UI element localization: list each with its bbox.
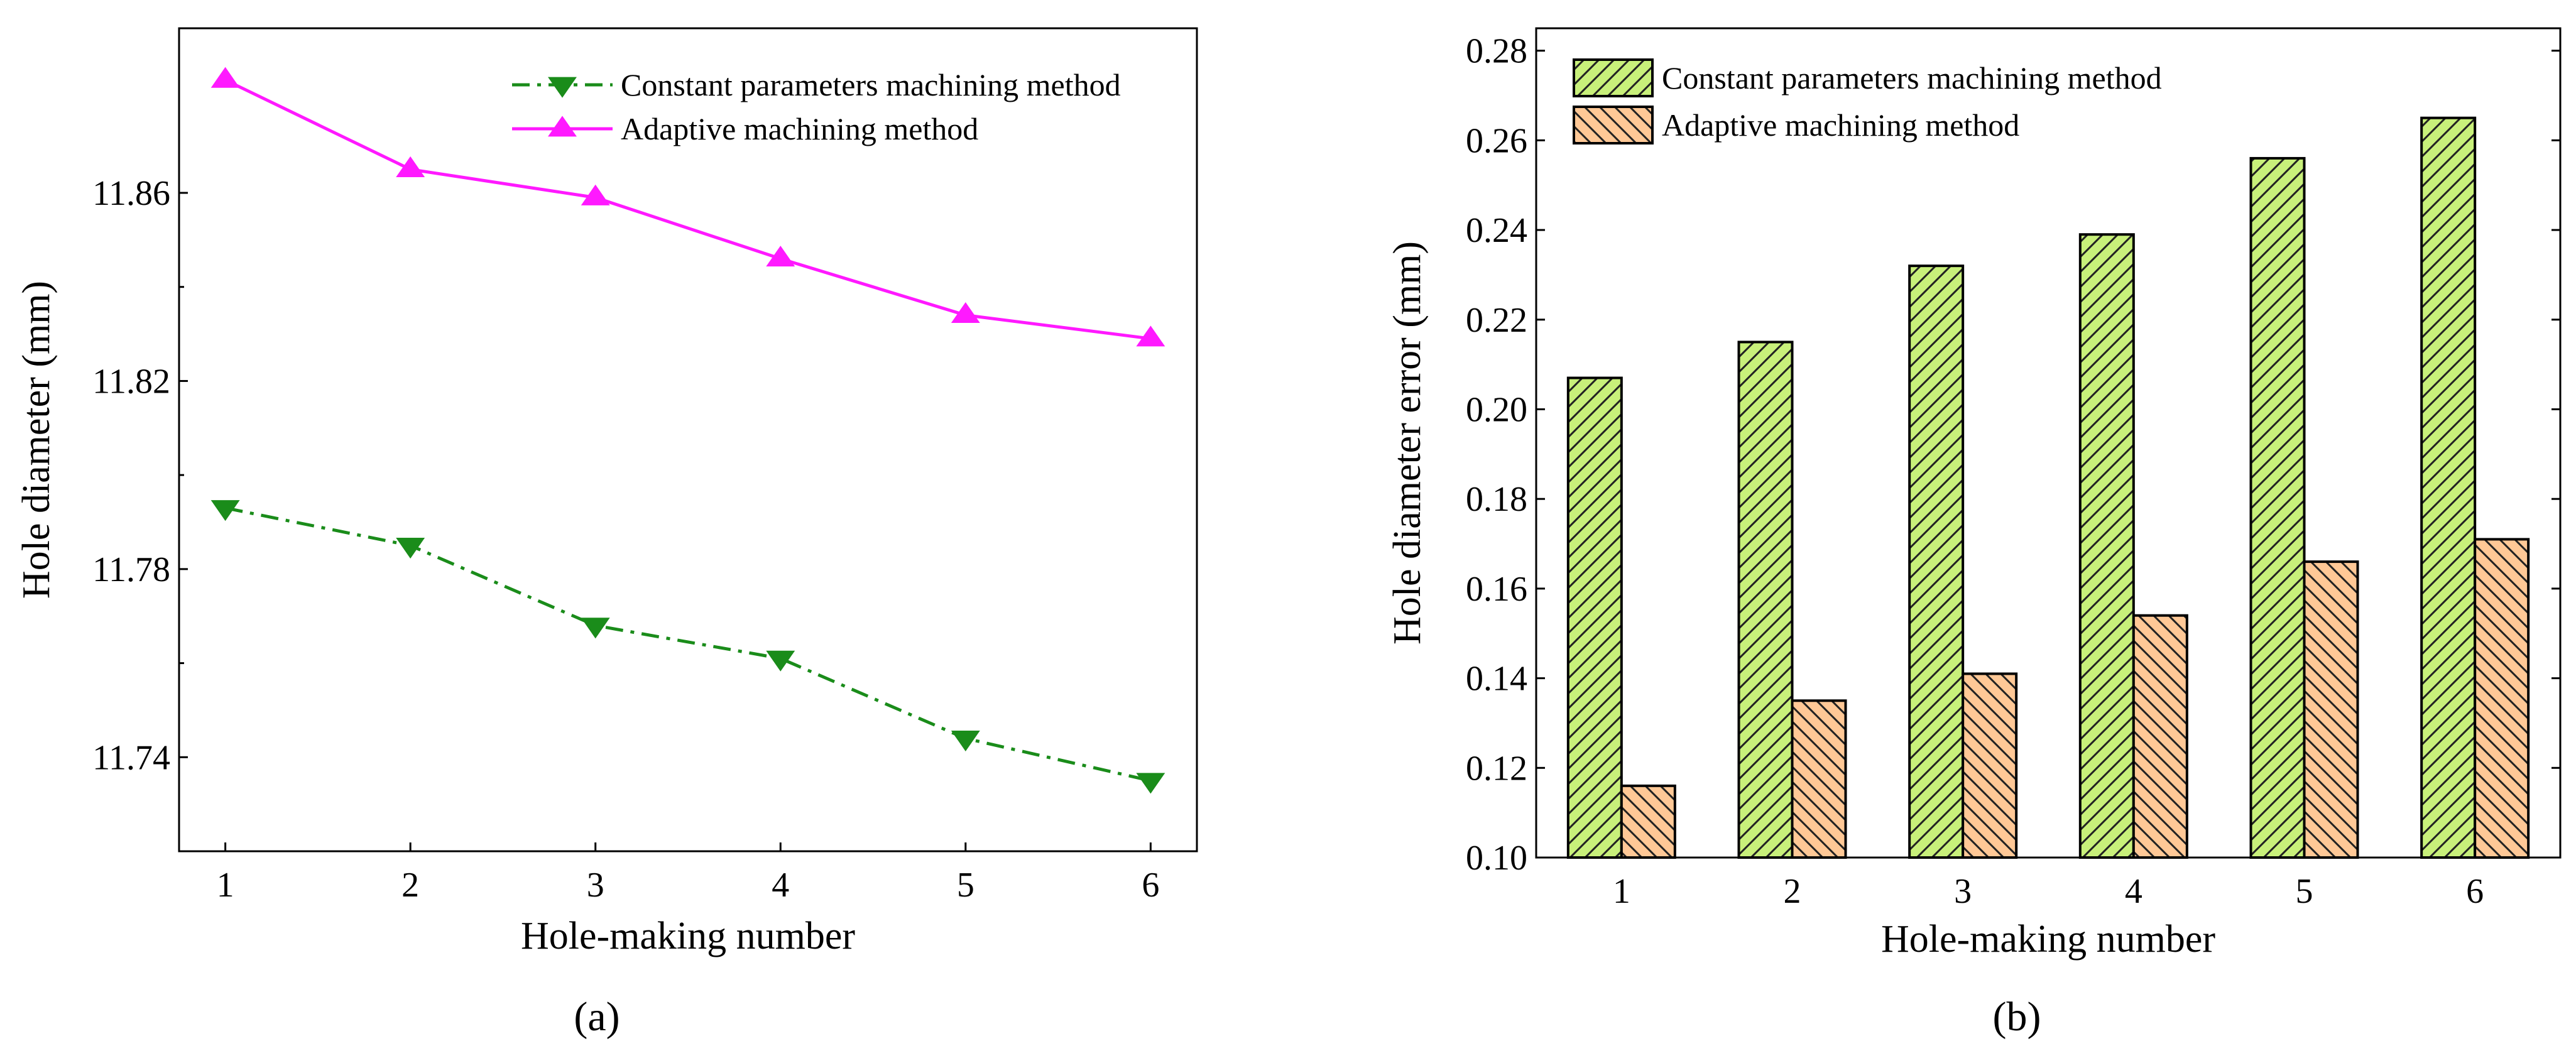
- y-tick-label: 0.18: [1466, 480, 1527, 519]
- legend-swatch-1: [1573, 58, 1654, 97]
- y-axis-label: Hole diameter (mm): [15, 281, 58, 599]
- bar-1-4: [2078, 233, 2135, 859]
- legend-swatch-2: [1573, 106, 1654, 144]
- bar-hatch: [1737, 340, 1794, 859]
- x-tick-label: 6: [1142, 866, 1159, 905]
- x-tick-label: 2: [401, 866, 419, 905]
- bar-hatch: [1962, 672, 2018, 859]
- x-tick-label: 5: [2296, 872, 2313, 911]
- bar-1-5: [2249, 156, 2306, 859]
- bar-1-1: [1566, 376, 1623, 859]
- x-tick-label: 4: [2125, 872, 2142, 911]
- legend-label-2: Adaptive machining method: [621, 111, 978, 146]
- data-point-s2: [951, 302, 980, 324]
- legend-swatch-hatch: [1573, 106, 1654, 144]
- data-point-s1: [766, 650, 795, 672]
- series-line-2: [224, 79, 1151, 340]
- y-tick-label: 11.86: [92, 174, 170, 213]
- x-tick-label: 6: [2466, 872, 2484, 911]
- bar-2-4: [2132, 614, 2188, 859]
- data-point-s2: [766, 246, 795, 267]
- plot-frame: [178, 27, 1198, 853]
- x-tick-label: 1: [217, 866, 234, 905]
- y-tick-label: 11.78: [92, 550, 170, 589]
- bar-1-2: [1737, 340, 1794, 859]
- chart-a: 1 2 3 4 5 6 11.74 11.78 11.82 11.86 Hole-making nu…: [15, 27, 1198, 957]
- series-line-1: [225, 506, 1151, 783]
- x-tick-label: 3: [1954, 872, 1972, 911]
- data-point-s1: [581, 618, 610, 639]
- legend-swatch-hatch: [1573, 58, 1654, 97]
- bar-hatch: [2474, 538, 2530, 859]
- legend-label-1: Constant parameters machining method: [621, 67, 1121, 102]
- y-axis-label: Hole diameter error (mm): [1386, 241, 1429, 645]
- bar-2-3: [1962, 672, 2018, 859]
- y-tick-label: 0.14: [1466, 660, 1527, 699]
- bar-1-6: [2420, 116, 2477, 859]
- data-point-s2: [581, 184, 610, 205]
- bar-hatch: [1566, 376, 1623, 859]
- bar-hatch: [1620, 784, 1676, 859]
- x-tick-label: 4: [772, 866, 789, 905]
- bar-1-3: [1908, 264, 1965, 859]
- bar-hatch: [2420, 116, 2477, 859]
- y-tick-label: 0.24: [1466, 211, 1527, 250]
- y-tick-label: 11.74: [92, 738, 170, 777]
- data-point-s2: [210, 67, 240, 88]
- panel-b-label: (b): [1993, 994, 2041, 1040]
- panel-a-label: (a): [574, 994, 619, 1040]
- y-tick-label: 0.20: [1466, 390, 1527, 429]
- bar-hatch: [1791, 699, 1847, 859]
- plot-frame: [1535, 27, 2562, 859]
- data-point-s1: [210, 500, 240, 521]
- data-point-s2: [396, 156, 425, 177]
- legend-label-2: Adaptive machining method: [1662, 107, 2019, 143]
- bar-hatch: [2249, 156, 2306, 859]
- data-point-s2: [1136, 325, 1165, 347]
- x-tick-label: 1: [1613, 872, 1630, 911]
- bar-hatch: [1908, 264, 1965, 859]
- legend-marker-2: [548, 116, 577, 137]
- x-tick-label: 2: [1784, 872, 1801, 911]
- y-tick-label: 0.26: [1466, 121, 1527, 160]
- data-point-s1: [396, 538, 425, 559]
- legend-label-1: Constant parameters machining method: [1662, 60, 2162, 95]
- data-point-s1: [951, 730, 980, 752]
- bar-2-1: [1620, 784, 1676, 859]
- bar-hatch: [2078, 233, 2135, 859]
- bar-hatch: [2132, 614, 2188, 859]
- bar-2-6: [2474, 538, 2530, 859]
- legend-marker-1: [548, 77, 577, 98]
- bar-2-2: [1791, 699, 1847, 859]
- x-axis-label: Hole-making number: [521, 915, 855, 957]
- y-tick-label: 0.12: [1466, 749, 1527, 788]
- y-tick-label: 0.22: [1466, 301, 1527, 340]
- chart-b: 1 2 3 4 5 6 0.10 0.12 0.14 0.16 0.18 0.20 0.22 0.24 0.…: [1386, 27, 2562, 961]
- y-tick-label: 11.82: [92, 362, 170, 401]
- y-tick-label: 0.16: [1466, 570, 1527, 609]
- data-point-s1: [1136, 773, 1165, 794]
- y-tick-label: 0.28: [1466, 32, 1527, 71]
- y-tick-label: 0.10: [1466, 839, 1527, 878]
- x-axis-label: Hole-making number: [1881, 918, 2215, 961]
- x-tick-label: 5: [957, 866, 974, 905]
- bar-hatch: [2303, 560, 2359, 859]
- x-tick-label: 3: [587, 866, 604, 905]
- bar-2-5: [2303, 560, 2359, 859]
